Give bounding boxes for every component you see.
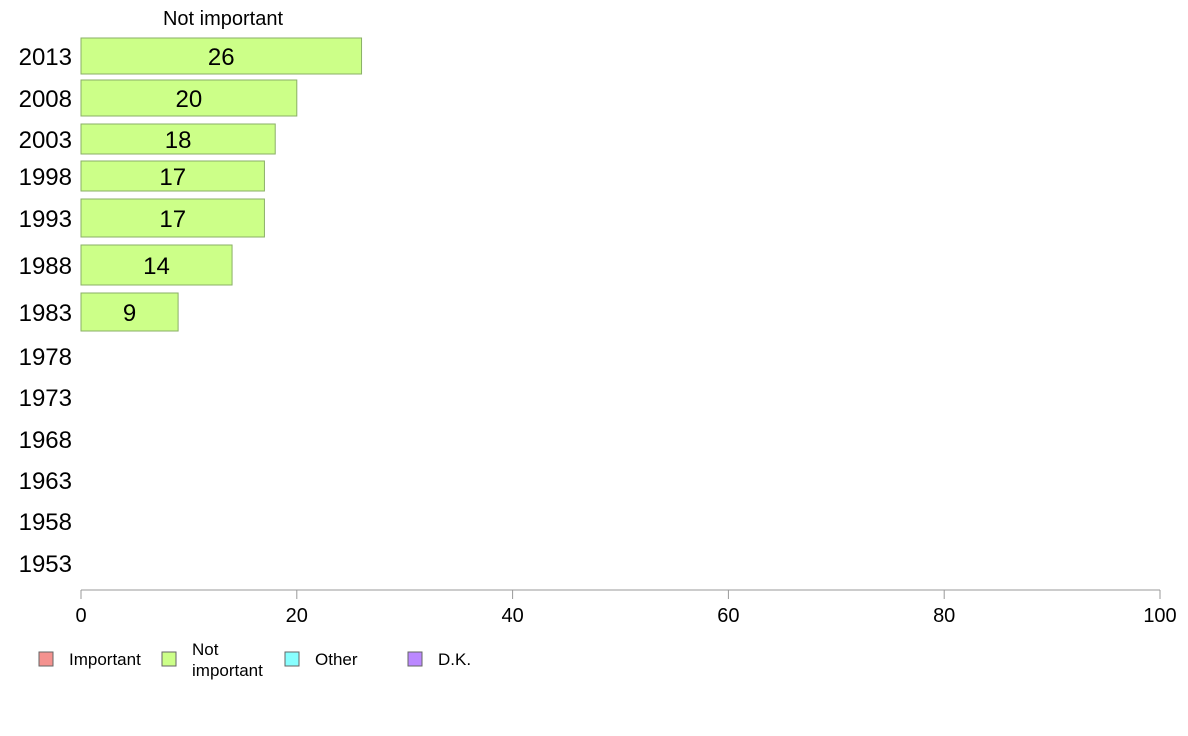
legend-label: Not important (192, 640, 263, 680)
legend-swatch (284, 651, 300, 667)
bar-data-label: 17 (159, 164, 186, 191)
year-label: 2003 (19, 127, 72, 154)
x-tick-label: 0 (75, 605, 86, 627)
bar-data-label: 14 (143, 253, 170, 280)
x-axis: 0 20 40 60 80 100 (75, 589, 1177, 627)
x-tick-label: 20 (286, 605, 308, 627)
x-tick-label: 100 (1143, 605, 1176, 627)
bar (80, 198, 265, 238)
year-labels: 2013 2008 2003 1998 1993 1988 1983 1978 1973 1968… (19, 44, 72, 578)
legend-label: Important (69, 650, 141, 669)
year-label: 1963 (19, 468, 72, 495)
bar (80, 79, 298, 117)
year-label: 1978 (19, 344, 72, 371)
year-label: 1988 (19, 253, 72, 280)
year-label: 1953 (19, 551, 72, 578)
legend-swatch (407, 651, 423, 667)
bar (80, 37, 363, 75)
bar-data-label: 20 (176, 86, 203, 113)
bar-data-label: 18 (165, 127, 192, 154)
year-label: 1968 (19, 427, 72, 454)
legend: Important Not important Other D.K. (38, 640, 471, 680)
bar-data-label: 17 (159, 206, 186, 233)
series-title: Not important (163, 8, 283, 30)
x-tick-label: 40 (501, 605, 523, 627)
bar (80, 160, 265, 192)
year-label: 1958 (19, 509, 72, 536)
x-tick-label: 80 (933, 605, 955, 627)
year-label: 1998 (19, 164, 72, 191)
bar (80, 292, 179, 332)
legend-label: Other (315, 650, 358, 669)
legend-swatch (38, 651, 54, 667)
legend-label: D.K. (438, 650, 471, 669)
bar-data-label: 26 (208, 44, 235, 71)
year-label: 1993 (19, 206, 72, 233)
year-label: 2008 (19, 86, 72, 113)
bar (80, 244, 233, 286)
bar (80, 123, 276, 155)
year-label: 1983 (19, 300, 72, 327)
year-label: 1973 (19, 385, 72, 412)
bar-data-label: 9 (123, 300, 136, 327)
year-label: 2013 (19, 44, 72, 71)
legend-swatch (161, 651, 177, 667)
x-tick-label: 60 (717, 605, 739, 627)
